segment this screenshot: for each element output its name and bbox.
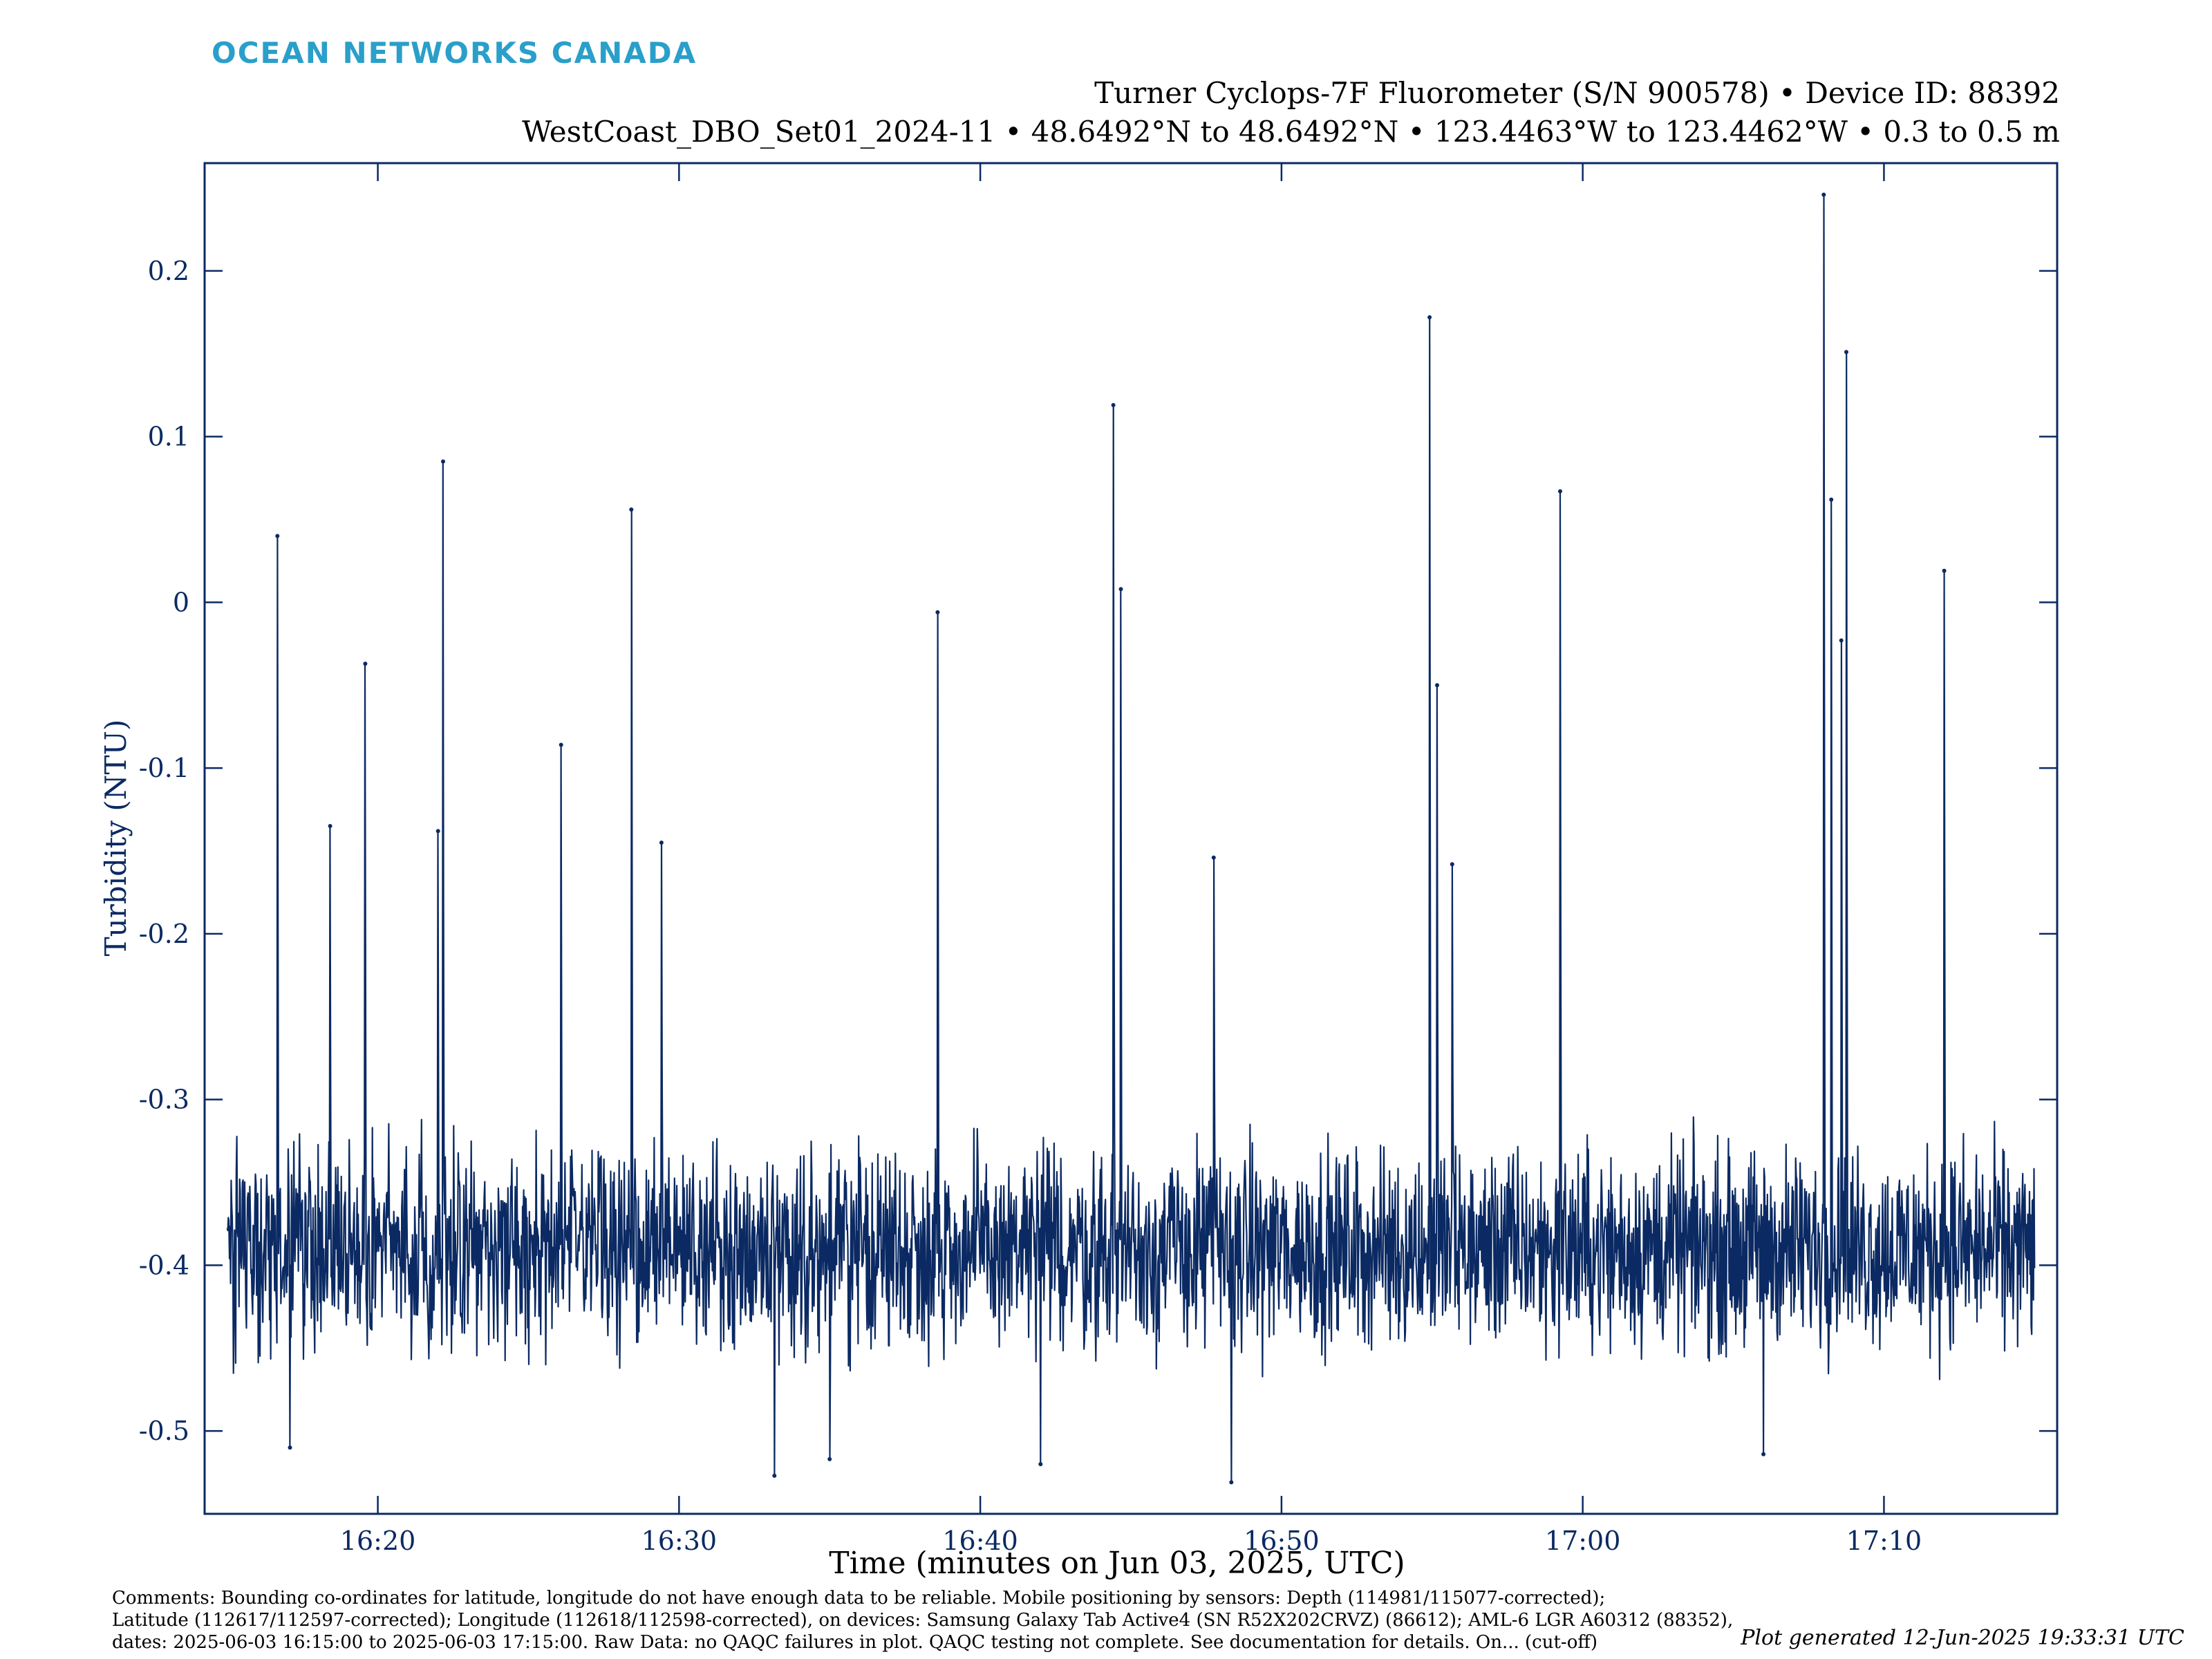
- dip-point: [288, 1445, 292, 1450]
- spike-point: [1435, 683, 1439, 688]
- spike-point: [1450, 862, 1454, 867]
- spike-point: [1839, 638, 1844, 643]
- x-axis-label: Time (minutes on Jun 03, 2025, UTC): [829, 1546, 1405, 1581]
- y-tick-label: -0.1: [139, 753, 189, 783]
- x-tick-label: 16:20: [340, 1526, 416, 1556]
- comments-line: Comments: Bounding co-ordinates for lati…: [112, 1588, 1606, 1609]
- dip-point: [772, 1473, 777, 1478]
- y-tick-label: -0.4: [139, 1250, 189, 1280]
- spike-point: [275, 534, 280, 538]
- spike-point: [935, 610, 940, 615]
- y-tick-label: 0: [173, 587, 189, 617]
- dip-point: [1761, 1452, 1766, 1456]
- brand-logo-text: OCEAN NETWORKS CANADA: [212, 36, 697, 70]
- spike-point: [659, 841, 664, 845]
- x-tick-label: 16:30: [641, 1526, 718, 1556]
- x-tick-label: 16:50: [1244, 1526, 1320, 1556]
- y-tick-label: -0.5: [139, 1416, 189, 1446]
- spike-point: [363, 662, 368, 666]
- axes-frame: [203, 162, 2059, 1515]
- chart-subtitle: WestCoast_DBO_Set01_2024-11 • 48.6492°N …: [522, 115, 2060, 149]
- spike-point: [1427, 315, 1432, 319]
- x-tick-label: 17:00: [1545, 1526, 1621, 1556]
- chart-title: Turner Cyclops-7F Fluorometer (S/N 90057…: [1094, 76, 2060, 110]
- y-axis-label: Turbidity (NTU): [99, 720, 133, 957]
- spike-point: [559, 742, 563, 747]
- y-tick-label: -0.3: [139, 1085, 189, 1115]
- x-tick-label: 17:10: [1846, 1526, 1922, 1556]
- comments-line: dates: 2025-06-03 16:15:00 to 2025-06-03…: [112, 1632, 1597, 1653]
- comments-block: Comments: Bounding co-ordinates for lati…: [112, 1587, 1854, 1653]
- dip-point: [1038, 1462, 1043, 1467]
- series-group: [226, 192, 2036, 1485]
- y-tick-label: -0.2: [139, 919, 189, 949]
- plot-generated-timestamp: Plot generated 12-Jun-2025 19:33:31 UTC: [1741, 1626, 2184, 1650]
- spike-point: [441, 459, 445, 464]
- y-tick-label: 0.1: [148, 422, 189, 452]
- spike-point: [1118, 587, 1123, 592]
- dip-point: [1229, 1480, 1234, 1485]
- axes-group: 0.2 0.1 0 -0.1 -0.2 -0.3 -0.4 -0.5 16:20 16:30 16:…: [139, 162, 2059, 1556]
- spike-point: [629, 507, 634, 512]
- spike-point: [1821, 192, 1826, 197]
- x-tick-label: 16:40: [942, 1526, 1018, 1556]
- spike-point: [435, 829, 440, 834]
- spike-point: [1211, 855, 1216, 860]
- y-tick-label: 0.2: [148, 256, 189, 286]
- spike-point: [1844, 350, 1848, 355]
- spike-point: [328, 824, 332, 828]
- comments-line: Latitude (112617/112597-corrected); Long…: [112, 1610, 1734, 1631]
- dip-point: [827, 1456, 832, 1461]
- spike-point: [1558, 489, 1562, 494]
- spike-point: [1942, 568, 1947, 573]
- spike-point: [1111, 403, 1116, 407]
- series-line: [226, 194, 2036, 1483]
- spike-point: [1829, 497, 1834, 502]
